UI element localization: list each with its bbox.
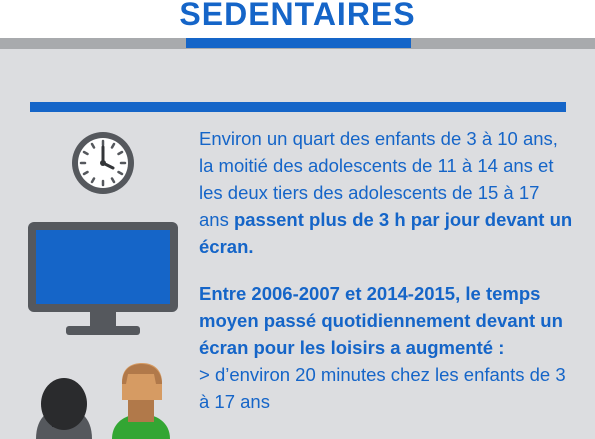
- paragraph-trend-highlight: Entre 2006-2007 et 2014-2015, le temps m…: [199, 283, 563, 358]
- paragraph-screen-time: Environ un quart des enfants de 3 à 10 a…: [199, 125, 574, 260]
- page-title: SEDENTAIRES: [179, 0, 416, 32]
- paragraph-screen-time-text: Environ un quart des enfants de 3 à 10 a…: [199, 128, 558, 230]
- people-icon: [36, 363, 170, 439]
- list-item: > d’environ 20 minutes chez les enfants …: [199, 364, 566, 412]
- content-text: Environ un quart des enfants de 3 à 10 a…: [199, 125, 574, 415]
- paragraph-trend: Entre 2006-2007 et 2014-2015, le temps m…: [199, 280, 574, 415]
- paragraph-screen-time-highlight: passent plus de 3 h par jour devant un é…: [199, 209, 573, 257]
- clock-icon: [72, 132, 134, 194]
- title-underline: [186, 38, 411, 48]
- section-divider: [30, 102, 566, 112]
- header-band: [0, 0, 595, 38]
- monitor-icon: [28, 222, 178, 335]
